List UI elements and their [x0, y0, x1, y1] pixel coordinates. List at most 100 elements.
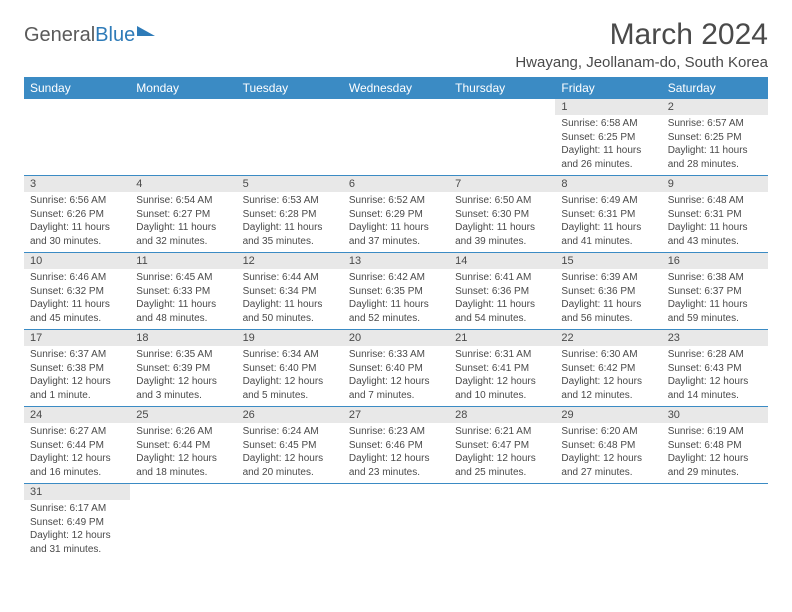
daylight-text: Daylight: 11 hours and 39 minutes.	[455, 221, 549, 248]
sunrise-text: Sunrise: 6:24 AM	[243, 425, 337, 439]
day-number: 14	[449, 253, 555, 269]
daylight-text: Daylight: 12 hours and 7 minutes.	[349, 375, 443, 402]
sunset-text: Sunset: 6:25 PM	[668, 131, 762, 145]
day-number	[130, 99, 236, 115]
sunset-text: Sunset: 6:26 PM	[30, 208, 124, 222]
calendar-cell	[237, 99, 343, 176]
day-data: Sunrise: 6:35 AMSunset: 6:39 PMDaylight:…	[130, 346, 236, 406]
day-header: Wednesday	[343, 77, 449, 99]
sunrise-text: Sunrise: 6:41 AM	[455, 271, 549, 285]
day-header-row: Sunday Monday Tuesday Wednesday Thursday…	[24, 77, 768, 99]
day-number: 20	[343, 330, 449, 346]
sunset-text: Sunset: 6:45 PM	[243, 439, 337, 453]
daylight-text: Daylight: 11 hours and 54 minutes.	[455, 298, 549, 325]
sunset-text: Sunset: 6:32 PM	[30, 285, 124, 299]
calendar-cell: 12Sunrise: 6:44 AMSunset: 6:34 PMDayligh…	[237, 253, 343, 330]
calendar-week-row: 1Sunrise: 6:58 AMSunset: 6:25 PMDaylight…	[24, 99, 768, 176]
day-data: Sunrise: 6:26 AMSunset: 6:44 PMDaylight:…	[130, 423, 236, 483]
calendar-cell: 8Sunrise: 6:49 AMSunset: 6:31 PMDaylight…	[555, 176, 661, 253]
daylight-text: Daylight: 12 hours and 12 minutes.	[561, 375, 655, 402]
calendar-cell: 2Sunrise: 6:57 AMSunset: 6:25 PMDaylight…	[662, 99, 768, 176]
day-data: Sunrise: 6:24 AMSunset: 6:45 PMDaylight:…	[237, 423, 343, 483]
sunset-text: Sunset: 6:44 PM	[136, 439, 230, 453]
day-data: Sunrise: 6:38 AMSunset: 6:37 PMDaylight:…	[662, 269, 768, 329]
calendar-cell: 27Sunrise: 6:23 AMSunset: 6:46 PMDayligh…	[343, 407, 449, 484]
calendar-cell: 26Sunrise: 6:24 AMSunset: 6:45 PMDayligh…	[237, 407, 343, 484]
sunset-text: Sunset: 6:34 PM	[243, 285, 337, 299]
sunrise-text: Sunrise: 6:42 AM	[349, 271, 443, 285]
day-data: Sunrise: 6:23 AMSunset: 6:46 PMDaylight:…	[343, 423, 449, 483]
daylight-text: Daylight: 11 hours and 50 minutes.	[243, 298, 337, 325]
day-number: 25	[130, 407, 236, 423]
calendar-cell	[130, 484, 236, 561]
sunset-text: Sunset: 6:42 PM	[561, 362, 655, 376]
daylight-text: Daylight: 12 hours and 16 minutes.	[30, 452, 124, 479]
sunrise-text: Sunrise: 6:49 AM	[561, 194, 655, 208]
day-data: Sunrise: 6:34 AMSunset: 6:40 PMDaylight:…	[237, 346, 343, 406]
sunrise-text: Sunrise: 6:58 AM	[561, 117, 655, 131]
sunset-text: Sunset: 6:41 PM	[455, 362, 549, 376]
sunset-text: Sunset: 6:36 PM	[561, 285, 655, 299]
sunrise-text: Sunrise: 6:54 AM	[136, 194, 230, 208]
day-data: Sunrise: 6:30 AMSunset: 6:42 PMDaylight:…	[555, 346, 661, 406]
daylight-text: Daylight: 11 hours and 48 minutes.	[136, 298, 230, 325]
calendar-cell	[449, 99, 555, 176]
calendar-cell: 1Sunrise: 6:58 AMSunset: 6:25 PMDaylight…	[555, 99, 661, 176]
day-number: 13	[343, 253, 449, 269]
day-data: Sunrise: 6:56 AMSunset: 6:26 PMDaylight:…	[24, 192, 130, 252]
sunrise-text: Sunrise: 6:33 AM	[349, 348, 443, 362]
calendar-cell: 31Sunrise: 6:17 AMSunset: 6:49 PMDayligh…	[24, 484, 130, 561]
daylight-text: Daylight: 11 hours and 59 minutes.	[668, 298, 762, 325]
sunset-text: Sunset: 6:39 PM	[136, 362, 230, 376]
sunset-text: Sunset: 6:33 PM	[136, 285, 230, 299]
day-number: 12	[237, 253, 343, 269]
sunrise-text: Sunrise: 6:23 AM	[349, 425, 443, 439]
sunset-text: Sunset: 6:47 PM	[455, 439, 549, 453]
calendar-cell: 7Sunrise: 6:50 AMSunset: 6:30 PMDaylight…	[449, 176, 555, 253]
sunrise-text: Sunrise: 6:39 AM	[561, 271, 655, 285]
calendar-week-row: 17Sunrise: 6:37 AMSunset: 6:38 PMDayligh…	[24, 330, 768, 407]
sunrise-text: Sunrise: 6:48 AM	[668, 194, 762, 208]
calendar-cell: 14 Sunrise: 6:41 AMSunset: 6:36 PMDayligh…	[449, 253, 555, 330]
sunset-text: Sunset: 6:40 PM	[243, 362, 337, 376]
sunset-text: Sunset: 6:27 PM	[136, 208, 230, 222]
day-number	[343, 484, 449, 500]
daylight-text: Daylight: 11 hours and 37 minutes.	[349, 221, 443, 248]
day-number	[237, 99, 343, 115]
day-number: 27	[343, 407, 449, 423]
day-data: Sunrise: 6:54 AMSunset: 6:27 PMDaylight:…	[130, 192, 236, 252]
calendar-cell: 19Sunrise: 6:34 AMSunset: 6:40 PMDayligh…	[237, 330, 343, 407]
day-data: Sunrise: 6:39 AMSunset: 6:36 PMDaylight:…	[555, 269, 661, 329]
calendar-cell	[343, 484, 449, 561]
day-number: 2	[662, 99, 768, 115]
calendar-cell: 23Sunrise: 6:28 AMSunset: 6:43 PMDayligh…	[662, 330, 768, 407]
day-number: 29	[555, 407, 661, 423]
calendar-cell: 10Sunrise: 6:46 AMSunset: 6:32 PMDayligh…	[24, 253, 130, 330]
day-data: Sunrise: 6:57 AMSunset: 6:25 PMDaylight:…	[662, 115, 768, 175]
day-number: 8	[555, 176, 661, 192]
day-number: 18	[130, 330, 236, 346]
sunrise-text: Sunrise: 6:57 AM	[668, 117, 762, 131]
day-data: Sunrise: 6:17 AMSunset: 6:49 PMDaylight:…	[24, 500, 130, 560]
daylight-text: Daylight: 12 hours and 25 minutes.	[455, 452, 549, 479]
logo-text-2: Blue	[95, 24, 135, 47]
sunrise-text: Sunrise: 6:56 AM	[30, 194, 124, 208]
day-header: Thursday	[449, 77, 555, 99]
month-title: March 2024	[515, 18, 768, 52]
calendar-cell	[343, 99, 449, 176]
sunrise-text: Sunrise: 6:46 AM	[30, 271, 124, 285]
day-data: Sunrise: 6:21 AMSunset: 6:47 PMDaylight:…	[449, 423, 555, 483]
calendar-cell	[662, 484, 768, 561]
calendar-cell: 5Sunrise: 6:53 AMSunset: 6:28 PMDaylight…	[237, 176, 343, 253]
day-header: Saturday	[662, 77, 768, 99]
day-number: 16	[662, 253, 768, 269]
day-number: 10	[24, 253, 130, 269]
title-block: March 2024 Hwayang, Jeollanam-do, South …	[515, 18, 768, 71]
sunrise-text: Sunrise: 6:52 AM	[349, 194, 443, 208]
logo: GeneralBlue	[24, 18, 155, 47]
sunset-text: Sunset: 6:36 PM	[455, 285, 549, 299]
day-data: Sunrise: 6:44 AMSunset: 6:34 PMDaylight:…	[237, 269, 343, 329]
daylight-text: Daylight: 12 hours and 14 minutes.	[668, 375, 762, 402]
sunset-text: Sunset: 6:38 PM	[30, 362, 124, 376]
sunset-text: Sunset: 6:49 PM	[30, 516, 124, 530]
